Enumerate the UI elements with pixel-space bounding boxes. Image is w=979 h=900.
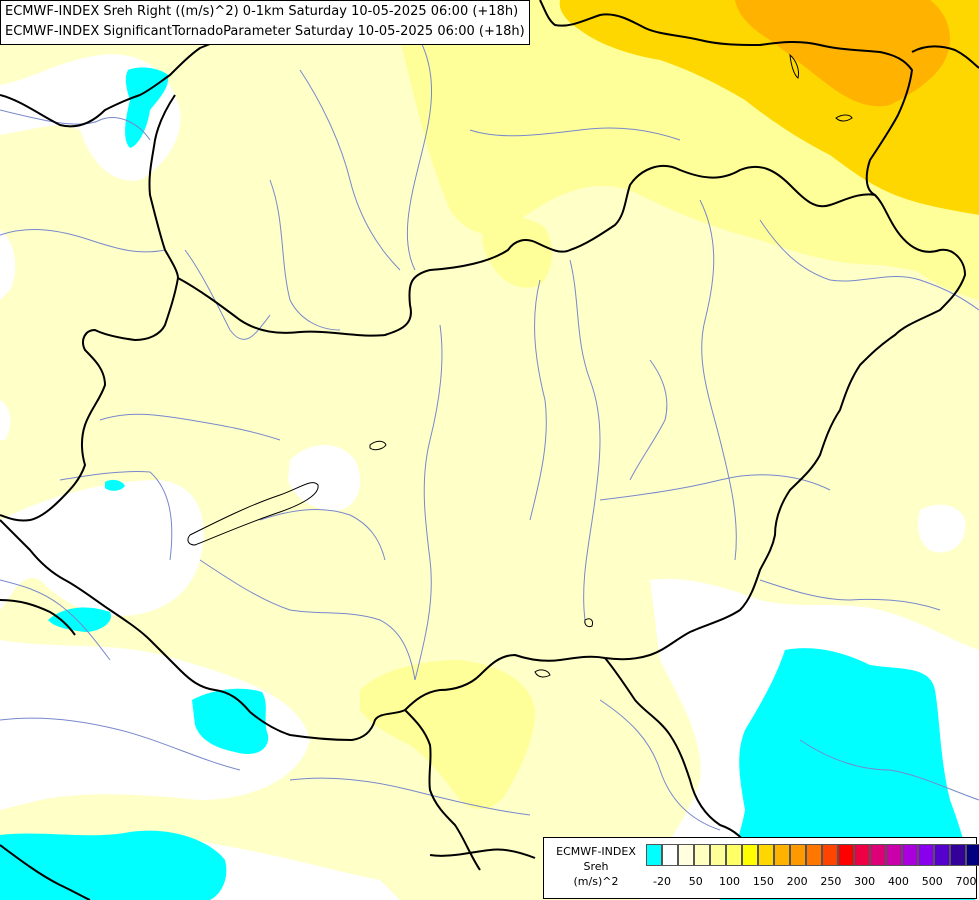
legend-model: ECMWF-INDEX xyxy=(556,845,636,858)
border-northeast-edge xyxy=(911,45,979,69)
legend-ticks: -20 50 100 150 200 250 300 400 500 700 xyxy=(646,875,976,891)
legend-swatch xyxy=(774,844,790,866)
field-yellow-south xyxy=(360,660,535,810)
field-yellow-center-north xyxy=(482,217,552,288)
legend-parameter: Sreh xyxy=(583,860,609,873)
rivers xyxy=(0,39,979,831)
legend-tick-label: 300 xyxy=(854,875,876,888)
border-south-east xyxy=(604,657,751,851)
legend-tick-label: 250 xyxy=(820,875,842,888)
field-white-southwest xyxy=(0,480,204,616)
legend-swatch xyxy=(646,844,662,866)
border-bottom-left xyxy=(0,844,91,900)
field-white-west-mid xyxy=(0,400,11,440)
map-title: ECMWF-INDEX Sreh Right ((m/s)^2) 0-1km S… xyxy=(0,0,530,45)
legend-swatch xyxy=(678,844,694,866)
field-white-east xyxy=(918,504,966,553)
legend-swatch xyxy=(854,844,870,866)
title-line-2: ECMWF-INDEX SignificantTornadoParameter … xyxy=(5,24,525,39)
legend-swatch xyxy=(806,844,822,866)
field-cyan-bottom-left xyxy=(0,830,227,900)
legend-swatch xyxy=(822,844,838,866)
legend-tick-label: -20 xyxy=(653,875,671,888)
field-white-center-west xyxy=(288,445,360,511)
border-south-central xyxy=(404,709,481,871)
legend-tick-label: 200 xyxy=(786,875,808,888)
legend-swatch xyxy=(694,844,710,866)
legend-swatch xyxy=(742,844,758,866)
legend-swatch xyxy=(790,844,806,866)
legend-tick-label: 50 xyxy=(688,875,703,888)
legend-tick-label: 500 xyxy=(921,875,943,888)
legend-tick-label: 150 xyxy=(752,875,774,888)
border-bottom-mid xyxy=(429,848,536,859)
lakes xyxy=(187,53,853,678)
legend-swatch xyxy=(902,844,918,866)
title-line-1: ECMWF-INDEX Sreh Right ((m/s)^2) 0-1km S… xyxy=(5,4,519,19)
legend-swatch xyxy=(950,844,966,866)
legend-tick-label: 700 xyxy=(955,875,977,888)
border-central-country xyxy=(0,165,966,741)
field-orange-peak xyxy=(735,0,950,107)
legend-tick-label: 100 xyxy=(719,875,741,888)
color-legend: ECMWF-INDEX Sreh (m/s)^2 -20 50 100 150 200 2… xyxy=(543,837,979,899)
legend-swatch xyxy=(870,844,886,866)
legend-swatch xyxy=(662,844,678,866)
border-northeast xyxy=(539,0,913,196)
legend-swatch xyxy=(934,844,950,866)
legend-tick-label: 400 xyxy=(887,875,909,888)
border-mid-west xyxy=(0,599,76,636)
legend-label: ECMWF-INDEX Sreh (m/s)^2 xyxy=(548,844,644,889)
legend-swatch xyxy=(710,844,726,866)
legend-swatch xyxy=(838,844,854,866)
field-cyan-southwest-small xyxy=(48,607,111,632)
legend-swatch xyxy=(886,844,902,866)
field-cyan-north xyxy=(125,67,169,148)
field-cyan-west-small xyxy=(105,479,125,491)
legend-swatch xyxy=(966,844,979,866)
field-white-west-edge xyxy=(0,230,16,300)
field-cyan-south-blob xyxy=(192,688,269,755)
border-north-west-inner xyxy=(0,94,179,522)
legend-swatches xyxy=(646,844,979,866)
legend-unit: (m/s)^2 xyxy=(573,875,619,888)
legend-swatch xyxy=(918,844,934,866)
legend-swatch xyxy=(726,844,742,866)
legend-swatch xyxy=(758,844,774,866)
field-yellow-east-edge xyxy=(906,224,979,300)
